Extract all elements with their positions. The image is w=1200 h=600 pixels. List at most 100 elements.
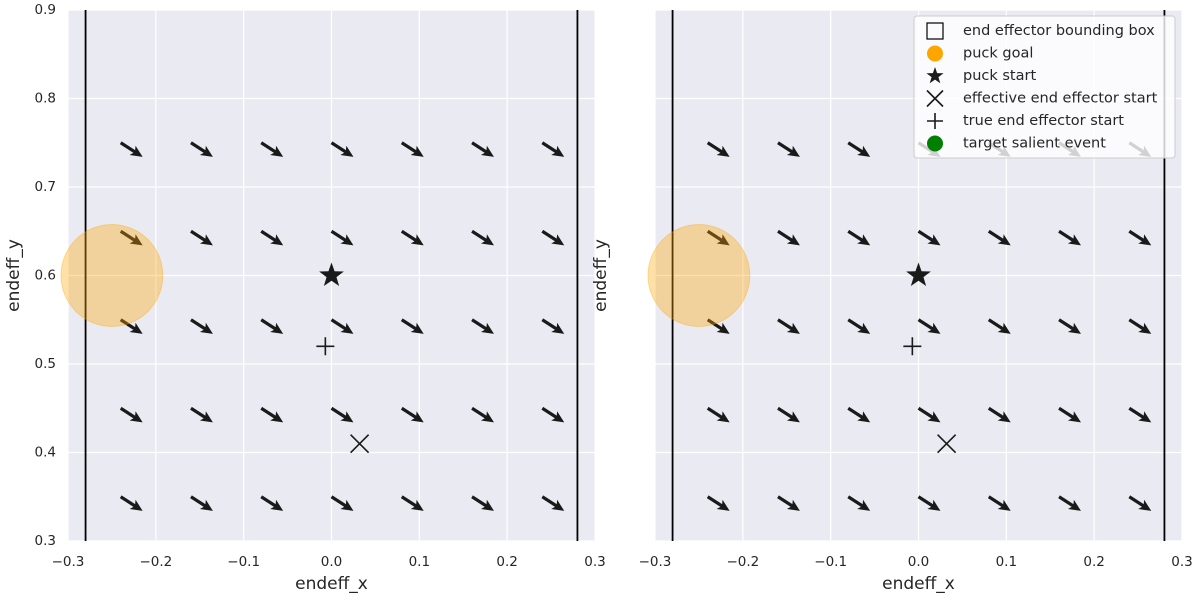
legend-marker — [927, 135, 943, 152]
quiver-arrow — [987, 229, 1011, 246]
quiver-arrow — [190, 406, 213, 423]
quiver-arrow — [330, 141, 354, 157]
x-tick-label: 0.1 — [409, 554, 430, 570]
x-tick-label: 0.0 — [908, 554, 929, 570]
quiver-arrow — [1058, 406, 1081, 423]
legend-marker — [927, 113, 943, 129]
legend-label: end effector bounding box — [963, 23, 1155, 39]
y-tick-label: 0.3 — [35, 533, 56, 549]
quiver-arrow — [119, 141, 143, 157]
quiver-arrow — [777, 141, 800, 157]
legend-marker — [926, 67, 944, 84]
x-axis-label: endeff_x — [882, 574, 955, 594]
quiver-arrow — [777, 495, 800, 511]
legend-label: true end effector start — [963, 113, 1124, 129]
quiver-arrow — [330, 495, 354, 511]
quiver-arrow — [119, 318, 143, 334]
quiver-arrow — [400, 406, 424, 423]
puck-goal — [647, 224, 751, 327]
x-tick-label: −0.2 — [726, 554, 759, 570]
quiver-arrow — [260, 406, 284, 423]
x-tick-label: −0.1 — [814, 554, 847, 570]
quiver-arrow — [1058, 229, 1081, 246]
quiver-arrow — [777, 318, 800, 334]
x-tick-label: 0.1 — [996, 554, 1017, 570]
effective-start — [350, 434, 370, 454]
quiver-arrow — [190, 495, 213, 511]
quiver-arrow — [400, 229, 424, 246]
y-tick-label: 0.9 — [35, 2, 56, 18]
legend-label: puck goal — [963, 46, 1033, 62]
x-tick-label: −0.3 — [639, 554, 672, 570]
true-start — [903, 337, 922, 356]
quiver-arrow — [706, 495, 730, 511]
quiver-arrow — [400, 318, 424, 334]
quiver-arrow — [119, 229, 143, 246]
y-axis-label: endeff_y — [4, 239, 24, 312]
quiver-arrow — [987, 318, 1011, 334]
x-tick-label: −0.3 — [52, 554, 85, 570]
x-tick-label: −0.2 — [139, 554, 172, 570]
quiver-arrow — [847, 495, 871, 511]
quiver-arrow — [400, 141, 424, 157]
quiver-arrow — [706, 141, 730, 157]
quiver-arrow — [330, 229, 354, 246]
quiver-arrow — [917, 406, 941, 423]
quiver-arrow — [190, 229, 213, 246]
quiver-arrow — [777, 406, 800, 423]
quiver-arrow — [330, 406, 354, 423]
quiver-arrow — [1128, 318, 1152, 334]
legend-label: target salient event — [963, 136, 1106, 152]
quiver-arrow — [706, 406, 730, 423]
quiver-arrow — [541, 495, 565, 511]
quiver-arrow — [847, 229, 871, 246]
x-axis-label: endeff_x — [295, 574, 368, 594]
quiver-arrow — [471, 229, 494, 246]
quiver-arrow — [471, 495, 494, 511]
quiver-arrow — [260, 229, 284, 246]
quiver-arrow — [1058, 495, 1081, 511]
y-tick-label: 0.4 — [35, 445, 56, 461]
quiver-arrow — [777, 229, 800, 246]
x-tick-label: −0.1 — [227, 554, 260, 570]
effective-start — [937, 434, 957, 454]
quiver-arrow — [1128, 495, 1152, 511]
y-tick-label: 0.6 — [35, 268, 56, 284]
quiver-arrow — [119, 495, 143, 511]
quiver-arrow — [400, 495, 424, 511]
quiver-arrow — [1128, 406, 1152, 423]
legend-box — [913, 15, 1176, 159]
quiver-arrow — [917, 495, 941, 511]
quiver-arrow — [541, 318, 565, 334]
y-tick-label: 0.7 — [35, 179, 56, 195]
y-tick-label: 0.5 — [35, 356, 56, 372]
quiver-arrow — [260, 141, 284, 157]
y-tick-label: 0.8 — [35, 91, 56, 107]
quiver-arrow — [1058, 318, 1081, 334]
quiver-arrow — [987, 495, 1011, 511]
puck-start — [906, 262, 931, 287]
legend-label: puck start — [963, 68, 1036, 84]
quiver-arrow — [706, 229, 730, 246]
quiver-arrow — [847, 318, 871, 334]
quiver-arrow — [1128, 229, 1152, 246]
quiver-arrow — [471, 318, 494, 334]
quiver-arrow — [917, 229, 941, 246]
quiver-arrow — [330, 318, 354, 334]
quiver-arrow — [119, 406, 143, 423]
x-tick-label: 0.0 — [321, 554, 342, 570]
puck-goal — [60, 224, 164, 327]
quiver-arrow — [987, 406, 1011, 423]
quiver-arrow — [541, 229, 565, 246]
quiver-arrow — [260, 318, 284, 334]
x-tick-label: 0.2 — [496, 554, 517, 570]
legend-label: effective end effector start — [963, 91, 1158, 107]
true-start — [316, 337, 335, 356]
quiver-arrow — [706, 318, 730, 334]
quiver-arrow — [847, 406, 871, 423]
quiver-arrow — [541, 406, 565, 423]
legend-marker — [927, 45, 943, 62]
quiver-arrow — [917, 318, 941, 334]
quiver-arrow — [471, 141, 494, 157]
